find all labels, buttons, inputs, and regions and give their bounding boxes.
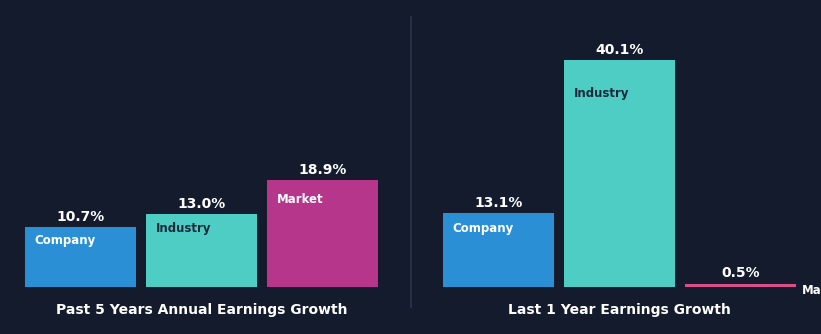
Bar: [685, 285, 796, 287]
Text: 13.1%: 13.1%: [475, 196, 523, 210]
Text: 13.0%: 13.0%: [177, 197, 226, 211]
Text: 18.9%: 18.9%: [298, 163, 346, 177]
Text: 40.1%: 40.1%: [595, 43, 644, 57]
Bar: [443, 213, 554, 287]
Text: Last 1 Year Earnings Growth: Last 1 Year Earnings Growth: [508, 303, 731, 317]
Text: Market: Market: [802, 284, 821, 297]
Bar: [146, 214, 257, 287]
Text: 0.5%: 0.5%: [721, 266, 759, 280]
Bar: [564, 60, 675, 287]
Text: Company: Company: [452, 222, 514, 235]
Text: Market: Market: [277, 193, 323, 206]
Bar: [267, 180, 378, 287]
Text: Industry: Industry: [573, 88, 629, 101]
Bar: [25, 227, 136, 287]
Text: Company: Company: [34, 234, 96, 247]
Text: Past 5 Years Annual Earnings Growth: Past 5 Years Annual Earnings Growth: [56, 303, 347, 317]
Text: Industry: Industry: [156, 222, 211, 235]
Text: 10.7%: 10.7%: [57, 210, 105, 224]
